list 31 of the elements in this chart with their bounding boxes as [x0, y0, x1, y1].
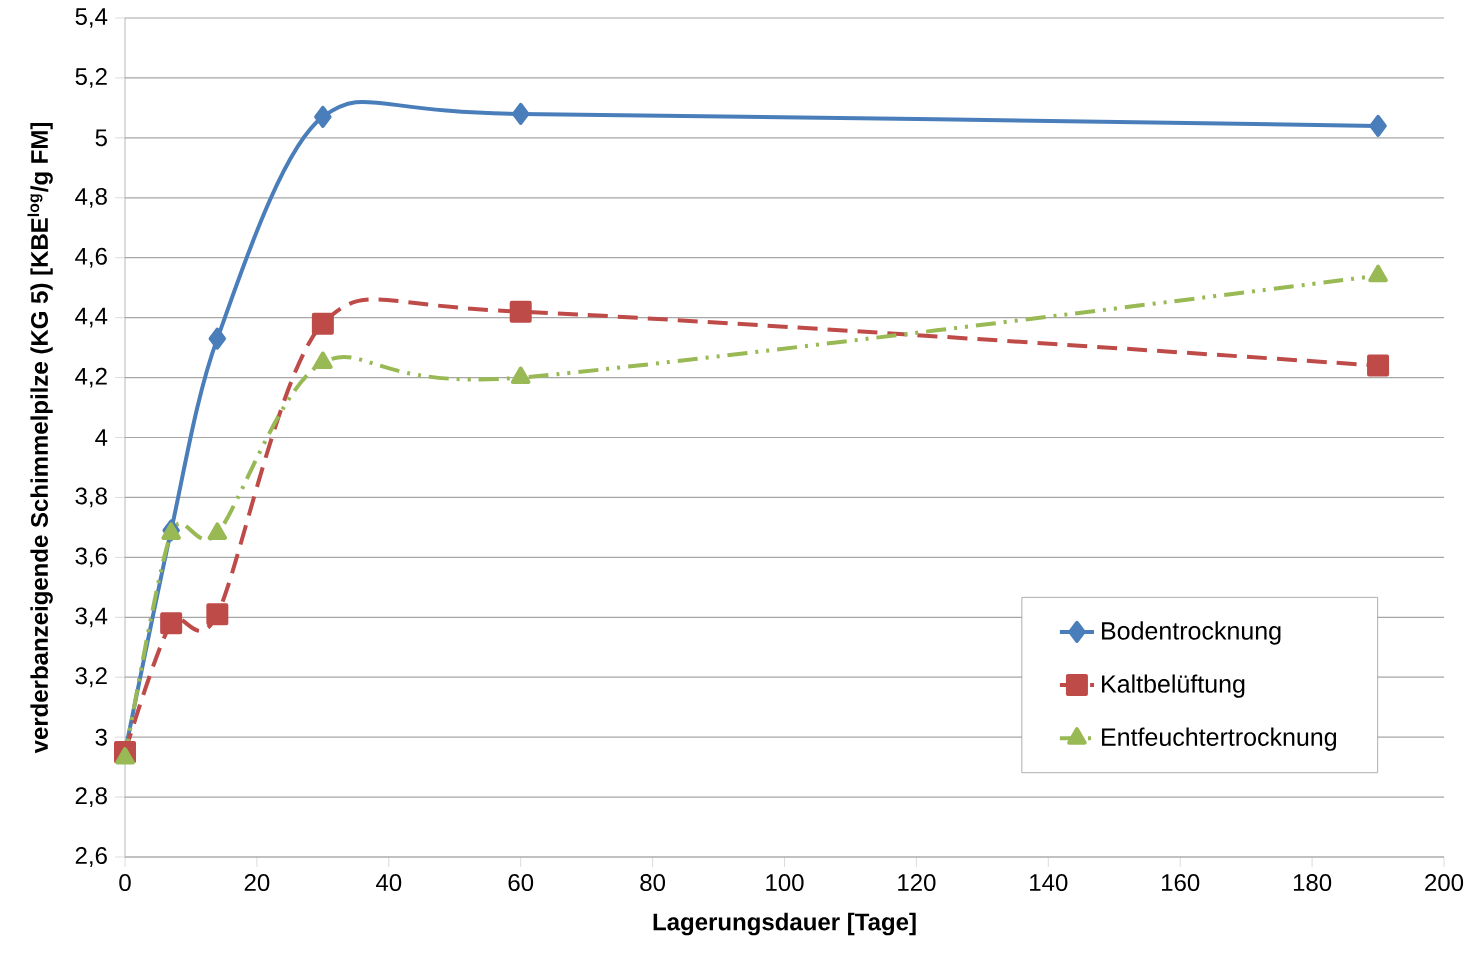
x-tick-label: 20	[244, 874, 270, 892]
x-tick-label: 80	[640, 874, 666, 892]
y-tick-label: 5	[95, 129, 107, 147]
y-tick-label: 4,8	[75, 187, 107, 208]
x-tick-label: 200	[1425, 874, 1464, 892]
x-tick-label: 160	[1162, 874, 1200, 892]
y-tick-label: 3	[95, 728, 107, 746]
y-tick-label: 2,8	[75, 787, 107, 807]
y-tick-label: 3,4	[75, 607, 108, 628]
y-tick-label: 4,2	[75, 367, 107, 388]
x-tick-label: 140	[1030, 874, 1068, 892]
y-tick-label: 4,4	[75, 307, 108, 328]
legend-label: Entfeuchtertrocknung	[1102, 727, 1337, 751]
legend-label: Bodentrocknung	[1102, 621, 1281, 645]
legend-label: Kaltbelüftung	[1102, 674, 1245, 698]
x-tick-label: 0	[119, 874, 131, 892]
y-axis-title: verderbanzeigende Schimmelpilze (KG 5) [KBE$^{log}$/g FM]	[27, 122, 53, 754]
x-tick-label: 40	[376, 874, 402, 892]
y-tick-label: 5,2	[75, 68, 107, 88]
x-axis-title: Lagerungsdauer [Tage]	[653, 912, 916, 936]
x-tick-label: 120	[898, 874, 936, 892]
y-tick-label: 4	[95, 429, 108, 446]
x-tick-label: 180	[1293, 874, 1332, 892]
y-tick-label: 3,8	[75, 487, 107, 508]
x-tick-label: 100	[766, 874, 804, 892]
y-tick-label: 3,6	[75, 547, 107, 568]
y-tick-label: 2,6	[75, 847, 107, 867]
y-tick-label: 4,6	[75, 247, 107, 268]
y-tick-label: 3,2	[75, 667, 107, 688]
y-tick-label: 5,4	[75, 8, 108, 28]
x-tick-label: 60	[508, 874, 534, 892]
